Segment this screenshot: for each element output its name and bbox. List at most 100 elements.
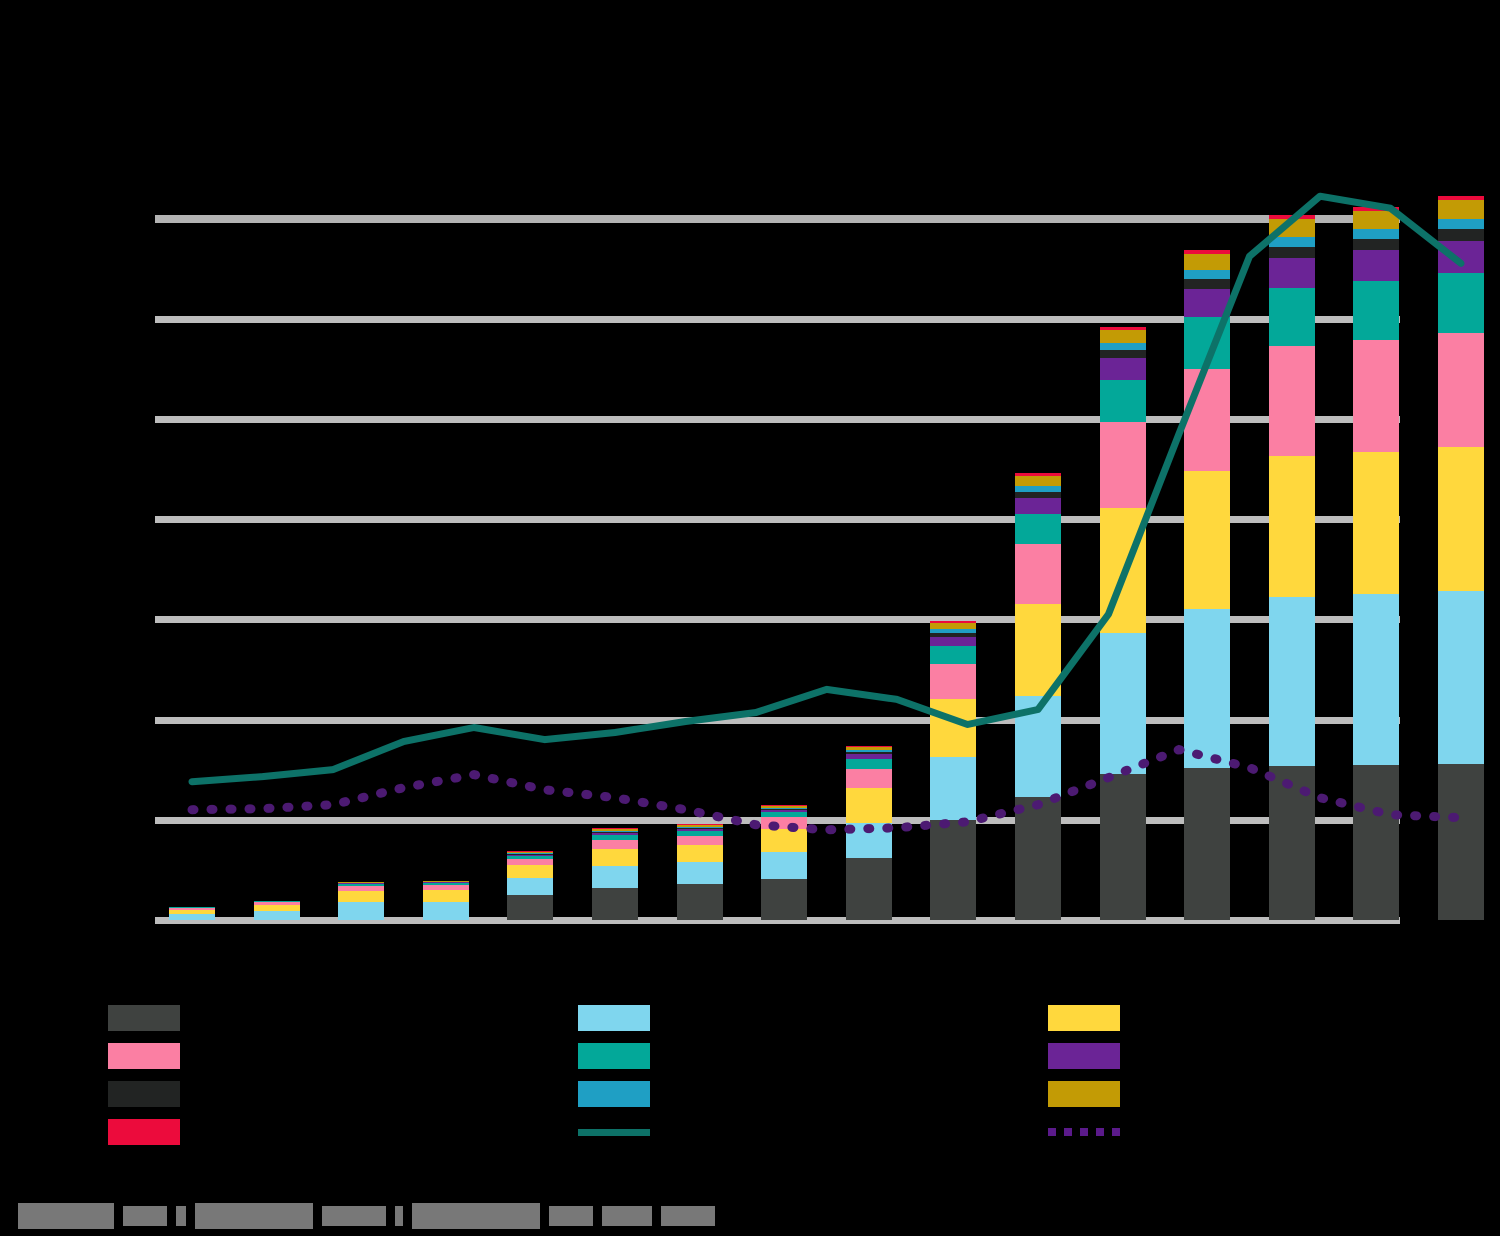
legend-item-teal[interactable] [578, 1043, 664, 1069]
bar-segment-medium_blue [845, 749, 892, 752]
bar-segment-pink [845, 768, 892, 788]
gridline [155, 215, 1400, 224]
bar-segment-yellow [507, 864, 554, 878]
bar-segment-teal [845, 758, 892, 769]
bar-segment-dark_gray [1015, 796, 1061, 920]
legend-item-medium_blue[interactable] [578, 1081, 664, 1107]
bar-segment-pink [422, 884, 469, 890]
bar-segment-yellow [1438, 446, 1484, 592]
bar-segment-pink [1099, 421, 1146, 508]
bar-segment-near_black [676, 827, 723, 829]
bar-segment-near_black [1438, 229, 1484, 242]
bar-segment-medium_blue [507, 852, 554, 854]
legend-swatch-dark_gray-icon [108, 1005, 180, 1031]
bar-segment-light_blue [338, 901, 385, 920]
bar-segment-yellow [676, 844, 723, 862]
bar-segment-purple [422, 881, 469, 883]
bar-segment-teal [761, 811, 808, 817]
bar-segment-dark_gold [676, 824, 723, 827]
bar-segment-dark_gold [1015, 475, 1061, 486]
bar-segment-medium_blue [676, 826, 723, 828]
legend-item-near_black[interactable] [108, 1081, 194, 1107]
bar-segment-dark_gray [1438, 763, 1484, 920]
legend-item-line_purple_dotted[interactable] [1048, 1119, 1134, 1145]
legend-item-yellow[interactable] [1048, 1005, 1134, 1031]
stacked-bar [930, 621, 977, 920]
bar-segment-yellow [253, 904, 300, 911]
bar-segment-dark_gray [676, 883, 723, 920]
legend-swatch-red-icon [108, 1119, 180, 1145]
stacked-bar [1099, 326, 1146, 920]
bar-segment-pink [1353, 339, 1400, 452]
legend-item-red[interactable] [108, 1119, 194, 1145]
bar-segment-dark_gold [592, 828, 638, 831]
bar-segment-light_blue [1099, 633, 1146, 774]
bar-segment-pink [1268, 345, 1315, 456]
bar-segment-teal [592, 834, 638, 840]
bar-segment-red [930, 621, 977, 624]
bar-segment-dark_gold [761, 805, 808, 808]
gridline [155, 516, 1400, 523]
legend-swatch-light_blue-icon [578, 1005, 650, 1031]
bar-segment-teal [253, 900, 300, 902]
bar-segment-yellow [845, 787, 892, 823]
bar-segment-dark_gray [1099, 773, 1146, 920]
stacked-bar [253, 900, 300, 920]
bar-segment-teal [338, 883, 385, 886]
legend-item-light_blue[interactable] [578, 1005, 664, 1031]
legend-item-line_teal[interactable] [578, 1119, 664, 1145]
bar-segment-red [592, 827, 638, 829]
gridline [155, 415, 1400, 423]
bar-segment-red [676, 823, 723, 825]
legend-item-dark_gold[interactable] [1048, 1081, 1134, 1107]
gridline [155, 616, 1400, 624]
stacked-bar [1015, 472, 1061, 920]
bar-segment-red [1015, 472, 1061, 476]
bar-segment-yellow [169, 910, 215, 914]
stacked-bar [422, 880, 469, 920]
bar-segment-yellow [1268, 455, 1315, 598]
stacked-bar [592, 827, 638, 920]
bar-segment-pink [1015, 544, 1061, 605]
bar-segment-dark_gray [1184, 767, 1231, 920]
gridline [155, 917, 1400, 924]
gridline [155, 315, 1400, 323]
source-footnote [18, 1203, 724, 1229]
bar-segment-medium_blue [1353, 229, 1400, 240]
bar-segment-dark_gold [1099, 329, 1146, 343]
stacked-bar [1268, 215, 1315, 920]
bar-segment-near_black [1099, 349, 1146, 358]
legend-item-dark_gray[interactable] [108, 1005, 194, 1031]
legend-swatch-near_black-icon [108, 1081, 180, 1107]
trend-line-teal [188, 192, 1465, 786]
legend [108, 1005, 1178, 1155]
bar-segment-purple [1438, 241, 1484, 274]
legend-swatch-dark_gold-icon [1048, 1081, 1120, 1107]
footnote-redacted-block [412, 1203, 540, 1229]
legend-swatch-pink-icon [108, 1043, 180, 1069]
bar-segment-dark_gray [507, 894, 554, 920]
stacked-bar [1438, 196, 1484, 920]
bar-segment-purple [592, 832, 638, 835]
bar-segment-purple [1099, 357, 1146, 380]
legend-item-purple[interactable] [1048, 1043, 1134, 1069]
bar-segment-teal [169, 907, 215, 908]
bar-segment-red [1099, 326, 1146, 330]
bar-segment-dark_gold [422, 880, 469, 882]
footnote-redacted-block [176, 1206, 186, 1226]
legend-item-pink[interactable] [108, 1043, 194, 1069]
bar-segment-pink [1184, 368, 1231, 471]
bar-segment-red [1438, 196, 1484, 201]
stacked-bar [338, 881, 385, 920]
bar-segment-pink [930, 664, 977, 700]
bar-segment-yellow [1353, 451, 1400, 595]
bar-segment-near_black [1184, 279, 1231, 290]
footnote-redacted-block [395, 1206, 403, 1226]
plot-area [155, 118, 1484, 924]
bar-segment-teal [422, 882, 469, 885]
bar-segment-medium_blue [1268, 237, 1315, 248]
bar-segment-teal [1268, 288, 1315, 346]
bar-segment-teal [1099, 379, 1146, 422]
bar-segment-light_blue [1184, 609, 1231, 768]
